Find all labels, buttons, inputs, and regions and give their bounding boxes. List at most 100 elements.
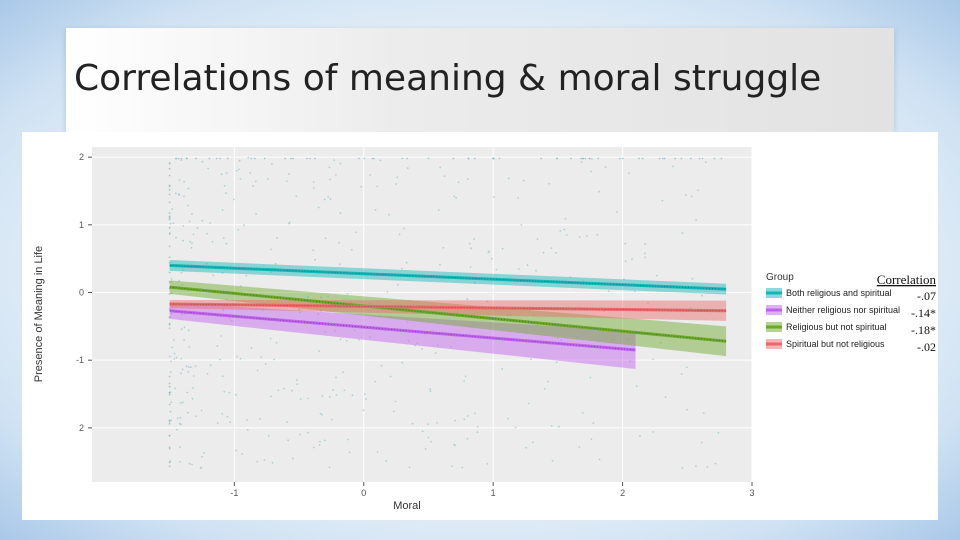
data-point (220, 335, 223, 337)
data-point (222, 237, 225, 239)
data-point (263, 157, 266, 160)
data-point (230, 320, 233, 322)
data-point (168, 256, 171, 259)
data-point (177, 157, 180, 160)
data-point (639, 434, 641, 437)
data-point (334, 174, 337, 176)
data-point (487, 251, 490, 254)
data-point (547, 380, 549, 383)
data-point (339, 212, 342, 215)
data-point (628, 172, 630, 175)
data-point (376, 185, 379, 188)
data-point (624, 242, 627, 245)
data-point (168, 218, 171, 221)
correlation-value: -.07 (917, 289, 936, 303)
data-point (188, 220, 191, 223)
data-point (189, 240, 192, 243)
data-point (559, 229, 562, 232)
data-point (225, 172, 228, 174)
data-point (232, 198, 235, 201)
data-point (276, 237, 278, 239)
data-point (463, 380, 466, 382)
data-point (168, 215, 171, 218)
data-point (307, 397, 310, 400)
data-point (288, 173, 290, 175)
correlation-header: Correlation (877, 272, 937, 287)
data-point (222, 309, 225, 311)
data-point (168, 375, 171, 378)
data-point (429, 388, 432, 391)
data-point (627, 338, 629, 340)
data-point (638, 157, 640, 160)
data-point (273, 358, 276, 361)
data-point (442, 247, 445, 249)
data-point (188, 366, 190, 368)
data-point (406, 321, 409, 324)
data-point (200, 409, 203, 412)
legend-label: Religious but not spiritual (786, 322, 887, 332)
data-point (451, 465, 453, 467)
data-point (333, 159, 336, 161)
data-point (376, 451, 379, 453)
data-point (188, 346, 191, 348)
data-point (187, 204, 190, 207)
data-point (286, 180, 288, 183)
data-point (246, 419, 249, 421)
data-point (518, 268, 520, 270)
data-point (543, 388, 546, 390)
data-point (621, 157, 624, 160)
data-point (339, 338, 342, 341)
data-point (208, 157, 211, 160)
data-point (443, 175, 446, 177)
data-point (658, 157, 661, 160)
data-point (339, 162, 342, 165)
data-point (664, 396, 667, 399)
data-point (287, 439, 289, 442)
data-point (321, 413, 323, 416)
data-point (296, 383, 298, 385)
data-point (306, 157, 308, 160)
data-point (661, 199, 664, 202)
data-point (374, 380, 377, 383)
data-point (346, 293, 349, 295)
data-point (592, 422, 595, 424)
data-point (616, 211, 618, 213)
data-point (588, 157, 591, 160)
data-point (181, 284, 184, 286)
data-point (701, 157, 704, 160)
data-point (647, 302, 649, 304)
data-point (168, 271, 171, 274)
data-point (181, 269, 184, 272)
data-point (371, 157, 374, 160)
data-point (401, 157, 404, 160)
data-point (348, 451, 351, 454)
data-point (492, 196, 495, 198)
data-point (284, 157, 287, 160)
data-point (270, 395, 272, 398)
data-point (188, 462, 191, 465)
data-point (168, 212, 171, 214)
data-point (201, 219, 204, 222)
data-point (307, 431, 309, 434)
data-point (578, 236, 581, 238)
y-tick-label: -1 (76, 355, 84, 365)
data-point (527, 402, 530, 405)
data-point (697, 189, 699, 192)
data-point (290, 157, 292, 160)
data-point (414, 344, 416, 347)
data-point (466, 178, 469, 180)
data-point (457, 181, 460, 184)
data-point (271, 163, 273, 166)
slide-title: Correlations of meaning & moral struggle (74, 58, 822, 99)
data-point (532, 314, 535, 316)
data-point (168, 327, 171, 330)
data-point (713, 157, 716, 160)
data-point (225, 242, 228, 245)
data-point (168, 422, 171, 425)
data-point (563, 228, 566, 231)
data-point (291, 389, 293, 392)
data-point (186, 411, 189, 414)
data-point (461, 466, 464, 469)
data-point (228, 317, 231, 319)
